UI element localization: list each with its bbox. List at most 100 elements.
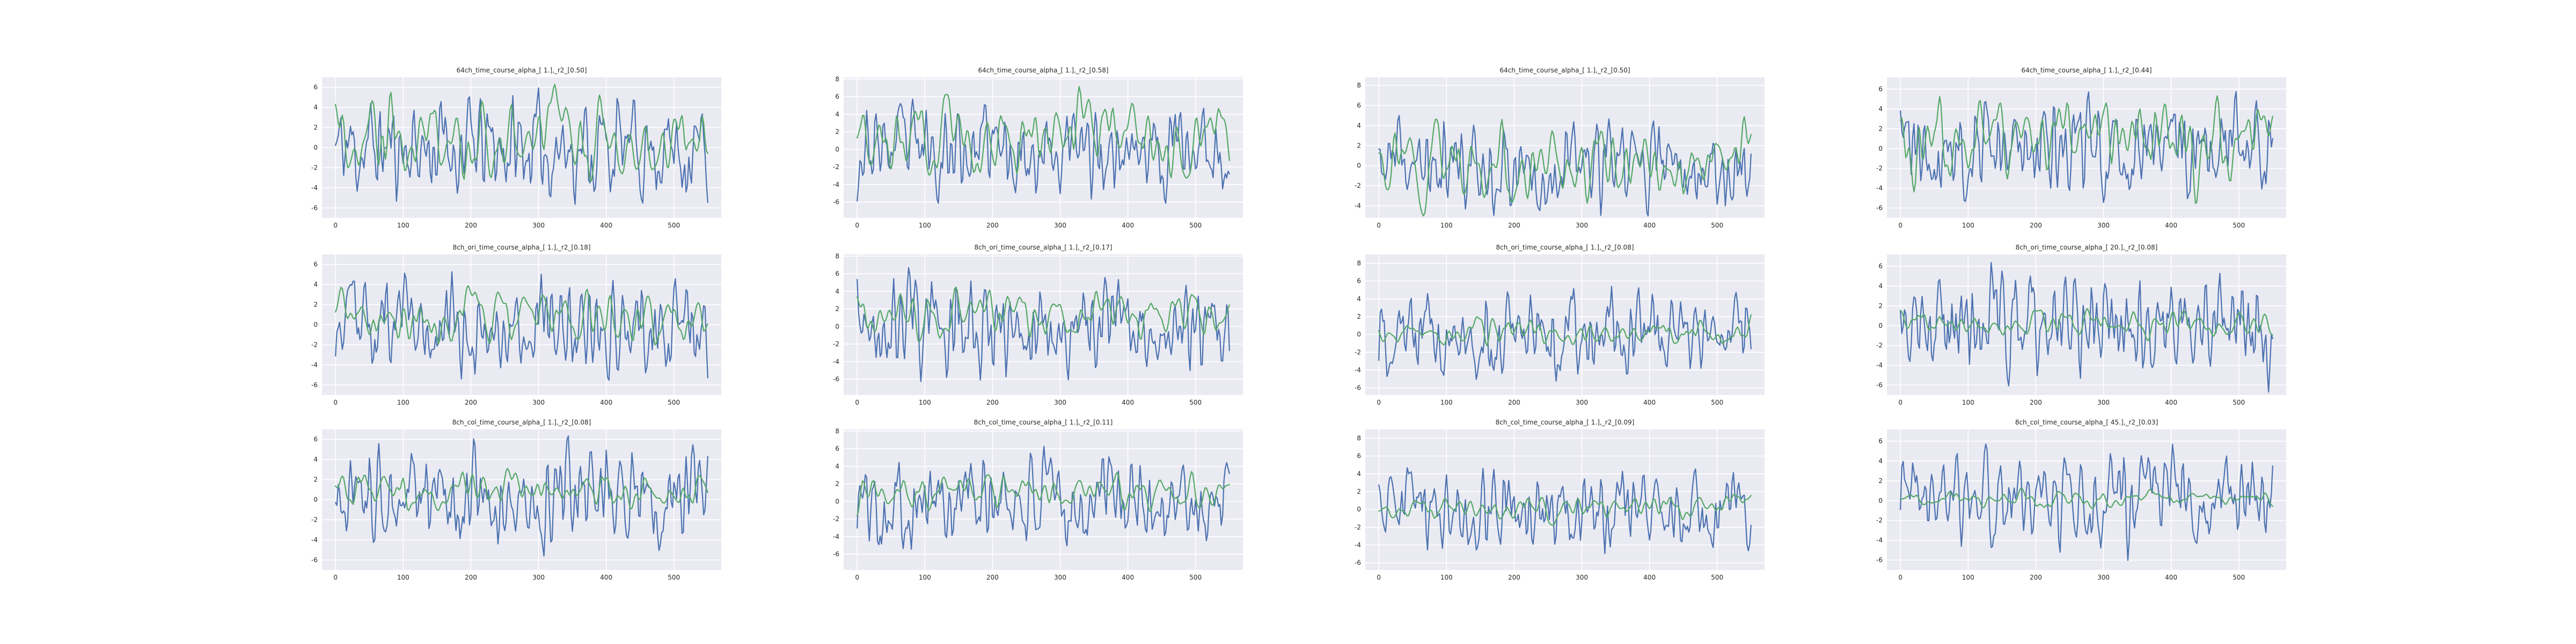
y-tick-label: -6 — [833, 199, 839, 206]
y-tick-label: 0 — [835, 497, 839, 505]
y-tick-label: -6 — [1355, 384, 1361, 392]
y-tick-label: 6 — [1357, 101, 1361, 109]
y-tick-label: 0 — [313, 321, 318, 328]
y-tick-label: -4 — [1876, 537, 1883, 544]
x-tick-label: 100 — [919, 574, 931, 581]
x-tick-label: 200 — [1508, 222, 1520, 229]
y-tick-label: -4 — [1876, 362, 1883, 369]
y-tick-label: -4 — [311, 361, 318, 369]
x-tick-label: 0 — [1377, 222, 1381, 229]
x-tick-label: 200 — [986, 222, 999, 229]
y-tick-label: 6 — [1878, 85, 1883, 93]
y-tick-label: -4 — [833, 533, 839, 540]
series-line-blue — [1900, 262, 2273, 393]
x-tick-label: 200 — [2030, 222, 2042, 229]
panel-8: 8ch_ori_time_course_alpha_[ 20.],_r2_[0.… — [1876, 244, 2286, 406]
x-tick-label: 200 — [2030, 399, 2042, 406]
panel-2: 64ch_time_course_alpha_[ 1.],_r2_[0.58] 0… — [833, 67, 1243, 229]
series-line-blue — [857, 267, 1230, 382]
x-tick-label: 500 — [2233, 574, 2245, 581]
y-tick-label: 4 — [313, 104, 318, 111]
x-tick-label: 0 — [333, 399, 338, 406]
x-tick-label: 300 — [1054, 574, 1066, 581]
y-tick-label: 4 — [1878, 105, 1883, 113]
series-line-green — [335, 84, 708, 182]
x-tick-label: 300 — [1576, 222, 1588, 229]
panel-6: 8ch_ori_time_course_alpha_[ 1.],_r2_[0.1… — [833, 244, 1243, 406]
x-tick-label: 200 — [1508, 399, 1520, 406]
series-line-green — [1378, 116, 1752, 217]
y-tick-label: -6 — [833, 376, 839, 383]
x-tick-label: 500 — [1189, 399, 1202, 406]
series-line-blue — [1900, 91, 2273, 203]
panel-5: 8ch_ori_time_course_alpha_[ 1.],_r2_[0.1… — [311, 244, 721, 406]
x-tick-label: 100 — [1962, 222, 1974, 229]
y-tick-label: -6 — [1876, 204, 1883, 212]
y-tick-label: -4 — [1355, 541, 1361, 549]
x-tick-label: 500 — [2233, 222, 2245, 229]
y-tick-label: 2 — [313, 476, 318, 484]
x-tick-label: 300 — [532, 222, 545, 229]
y-tick-label: 6 — [1878, 437, 1883, 445]
panel-title: 8ch_col_time_course_alpha_[ 1.],_r2_[0.0… — [452, 419, 591, 426]
y-tick-label: 4 — [1357, 295, 1361, 303]
x-tick-label: 100 — [397, 222, 409, 229]
y-tick-label: -2 — [833, 515, 839, 523]
y-tick-label: 8 — [1357, 82, 1361, 89]
x-tick-label: 100 — [1440, 222, 1453, 229]
x-tick-label: 100 — [919, 399, 931, 406]
y-tick-label: -2 — [311, 341, 318, 348]
y-tick-label: 0 — [1878, 145, 1883, 152]
x-tick-label: 0 — [333, 222, 338, 229]
x-tick-label: 400 — [1122, 574, 1134, 581]
x-tick-label: 500 — [668, 574, 680, 581]
y-tick-label: 8 — [1357, 435, 1361, 442]
x-tick-label: 200 — [465, 574, 477, 581]
x-tick-label: 300 — [1576, 399, 1588, 406]
panel-7: 8ch_ori_time_course_alpha_[ 1.],_r2_[0.0… — [1355, 244, 1765, 406]
series-line-green — [1900, 308, 2273, 341]
x-tick-label: 400 — [2165, 399, 2177, 406]
panel-title: 8ch_ori_time_course_alpha_[ 1.],_r2_[0.1… — [974, 244, 1112, 251]
x-tick-label: 500 — [1189, 222, 1202, 229]
y-tick-label: -2 — [1355, 182, 1361, 189]
x-tick-label: 400 — [1643, 222, 1656, 229]
y-tick-label: -2 — [311, 164, 318, 171]
y-tick-label: 4 — [1357, 470, 1361, 478]
x-tick-label: 400 — [600, 574, 612, 581]
x-tick-label: 0 — [855, 399, 859, 406]
x-tick-label: 300 — [2097, 574, 2110, 581]
y-tick-label: 6 — [313, 261, 318, 268]
x-tick-label: 0 — [855, 574, 859, 581]
y-tick-label: -2 — [1355, 348, 1361, 356]
y-tick-label: 6 — [1878, 262, 1883, 270]
x-tick-label: 200 — [986, 574, 999, 581]
y-tick-label: 6 — [835, 93, 839, 100]
series-line-blue — [857, 445, 1230, 550]
x-tick-label: 500 — [1189, 574, 1202, 581]
y-tick-label: 8 — [835, 75, 839, 83]
y-tick-label: -6 — [1876, 557, 1883, 564]
x-tick-label: 0 — [1898, 574, 1902, 581]
x-tick-label: 300 — [1054, 222, 1066, 229]
series-line-blue — [335, 271, 708, 381]
y-tick-label: -6 — [311, 204, 318, 211]
y-tick-label: -6 — [1355, 559, 1361, 567]
y-tick-label: 0 — [313, 144, 318, 151]
y-tick-label: 6 — [835, 270, 839, 277]
x-tick-label: 500 — [1711, 399, 1723, 406]
x-tick-label: 300 — [532, 574, 545, 581]
y-tick-label: 0 — [835, 145, 839, 153]
y-tick-label: -4 — [311, 184, 318, 192]
y-tick-label: -4 — [1876, 185, 1883, 192]
x-tick-label: 400 — [600, 222, 612, 229]
y-tick-label: 2 — [313, 301, 318, 309]
y-tick-label: 2 — [1357, 313, 1361, 320]
y-tick-label: 6 — [313, 436, 318, 443]
x-tick-label: 500 — [668, 222, 680, 229]
y-tick-label: 2 — [313, 124, 318, 131]
panel-4: 64ch_time_course_alpha_[ 1.],_r2_[0.44] 0… — [1876, 67, 2286, 229]
series-line-blue — [1900, 443, 2273, 561]
x-tick-label: 400 — [1122, 222, 1134, 229]
